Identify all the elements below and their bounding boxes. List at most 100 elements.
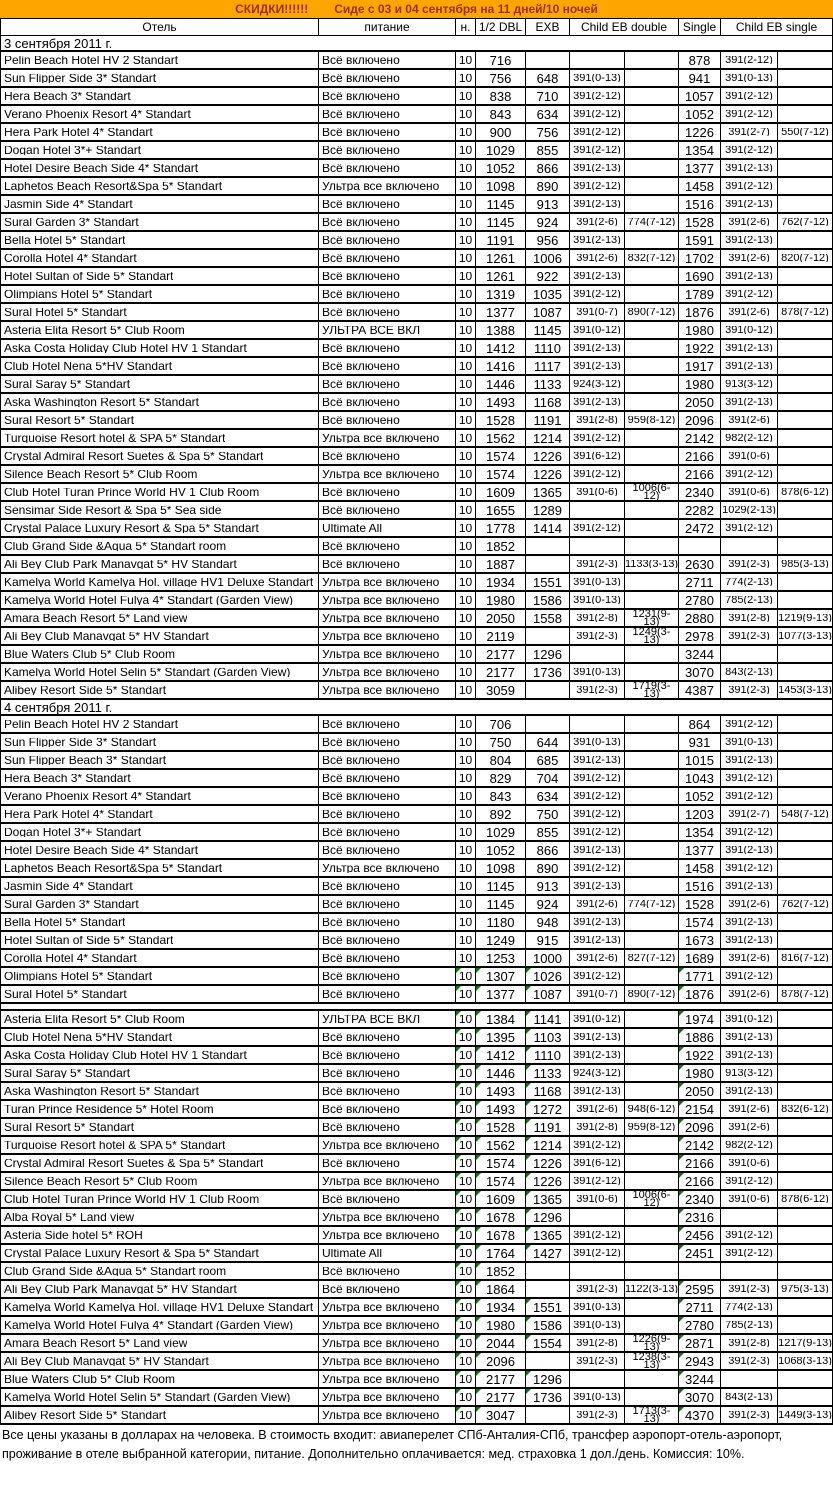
cell-meal[interactable]: Ультра все включено	[319, 1299, 456, 1315]
cell-hotel[interactable]: Sural Saray 5* Standart	[1, 376, 319, 392]
cell-child-eb-single-a[interactable]: 391(2-6)	[721, 896, 778, 912]
cell-child-eb-double-a[interactable]	[570, 716, 625, 732]
cell-exb[interactable]: 866	[526, 842, 570, 858]
cell-child-eb-single-a[interactable]: 391(2-3)	[721, 1353, 778, 1369]
cell-child-eb-double-b[interactable]	[625, 52, 679, 68]
cell-child-eb-single-a[interactable]: 391(2-13)	[721, 232, 778, 248]
cell-half-dbl[interactable]: 2119	[476, 628, 526, 644]
cell-child-eb-double-a[interactable]: 391(0-13)	[570, 592, 625, 608]
cell-nights[interactable]: 10	[456, 752, 476, 768]
cell-child-eb-double-b[interactable]	[625, 322, 679, 338]
cell-child-eb-double-b[interactable]: 1249(3-13)	[625, 628, 679, 644]
cell-child-eb-single-a[interactable]: 391(2-3)	[721, 682, 778, 698]
cell-half-dbl[interactable]: 1980	[476, 592, 526, 608]
cell-child-eb-double-a[interactable]: 391(2-6)	[570, 250, 625, 266]
cell-child-eb-double-b[interactable]	[625, 1227, 679, 1243]
cell-hotel[interactable]: Aska Costa Holiday Club Hotel HV 1 Stand…	[1, 340, 319, 356]
cell-meal[interactable]: Всё включено	[319, 1101, 456, 1117]
cell-exb[interactable]: 1110	[526, 340, 570, 356]
cell-meal[interactable]: Ультра все включено	[319, 1317, 456, 1333]
cell-child-eb-double-b[interactable]	[625, 502, 679, 518]
cell-child-eb-single-b[interactable]: 548(7-12)	[781, 810, 829, 818]
cell-hotel[interactable]: Hera Beach 3* Standart	[1, 88, 319, 104]
cell-half-dbl[interactable]: 1778	[476, 520, 526, 536]
cell-hotel[interactable]: Ali Bey Club Park Manavgat 5* HV Standar…	[1, 1281, 319, 1297]
cell-single[interactable]: 931	[679, 734, 721, 750]
cell-child-eb-single-a[interactable]: 982(2-12)	[721, 430, 778, 446]
cell-child-eb-double-b[interactable]	[625, 1155, 679, 1171]
cell-single[interactable]: 2780	[679, 592, 721, 608]
cell-single[interactable]: 2630	[679, 556, 721, 572]
cell-child-eb-single-a[interactable]: 391(2-12)	[721, 716, 778, 732]
cell-child-eb-double-b[interactable]	[625, 1065, 679, 1081]
cell-half-dbl[interactable]: 1180	[476, 914, 526, 930]
cell-exb[interactable]: 1365	[526, 1227, 570, 1243]
cell-child-eb-single-b[interactable]	[778, 88, 832, 104]
cell-hotel[interactable]: Alibey Resort Side 5* Standart	[1, 1407, 319, 1423]
cell-single[interactable]: 1203	[679, 806, 721, 822]
cell-meal[interactable]: Всё включено	[319, 950, 456, 966]
cell-child-eb-single-b[interactable]: 878(7-12)	[781, 990, 829, 998]
cell-meal[interactable]: Всё включено	[319, 734, 456, 750]
cell-exb[interactable]	[526, 628, 570, 644]
cell-hotel[interactable]: Sural Resort 5* Standart	[1, 1119, 319, 1135]
cell-single[interactable]: 2456	[679, 1227, 721, 1243]
cell-child-eb-single-b[interactable]	[778, 106, 832, 122]
cell-child-eb-single-a[interactable]: 391(2-12)	[721, 1173, 778, 1189]
cell-child-eb-single-a[interactable]: 391(2-12)	[721, 1227, 778, 1243]
cell-single[interactable]: 2154	[679, 1101, 721, 1117]
cell-hotel[interactable]: Kamelya World Hotel Selin 5* Standart (G…	[1, 664, 319, 680]
cell-child-eb-single-b[interactable]	[778, 1317, 832, 1333]
cell-half-dbl[interactable]: 1145	[476, 214, 526, 230]
cell-child-eb-single-b[interactable]: 1217(9-13)	[778, 1339, 832, 1347]
cell-single[interactable]: 1528	[679, 214, 721, 230]
cell-child-eb-single-a[interactable]	[721, 1263, 778, 1279]
cell-nights[interactable]: 10	[456, 412, 476, 428]
cell-child-eb-single-a[interactable]: 391(0-13)	[721, 70, 778, 86]
cell-meal[interactable]: Ультра все включено	[319, 430, 456, 446]
cell-child-eb-double-a[interactable]: 391(2-12)	[570, 286, 625, 302]
cell-hotel[interactable]: Kamelya World Hotel Fulya 4* Standart (G…	[1, 1317, 319, 1333]
cell-half-dbl[interactable]: 3047	[476, 1407, 526, 1423]
cell-meal[interactable]: Всё включено	[319, 142, 456, 158]
cell-child-eb-double-a[interactable]: 391(2-12)	[570, 968, 625, 984]
cell-child-eb-single-b[interactable]	[778, 860, 832, 876]
cell-child-eb-single-a[interactable]: 982(2-12)	[721, 1137, 778, 1153]
cell-child-eb-double-b[interactable]	[625, 376, 679, 392]
cell-single[interactable]: 1974	[679, 1011, 721, 1027]
cell-meal[interactable]: Всё включено	[319, 502, 456, 518]
cell-exb[interactable]: 1365	[526, 1191, 570, 1207]
cell-nights[interactable]: 10	[456, 304, 476, 320]
cell-half-dbl[interactable]: 804	[476, 752, 526, 768]
cell-exb[interactable]	[526, 1353, 570, 1369]
cell-exb[interactable]: 855	[526, 142, 570, 158]
cell-child-eb-double-b[interactable]	[625, 592, 679, 608]
cell-child-eb-double-b[interactable]	[625, 358, 679, 374]
cell-half-dbl[interactable]: 1029	[476, 824, 526, 840]
cell-nights[interactable]: 10	[456, 1263, 476, 1279]
cell-child-eb-double-a[interactable]: 391(2-12)	[570, 1227, 625, 1243]
cell-child-eb-double-b[interactable]: 1226(9-13)	[625, 1335, 679, 1351]
cell-single[interactable]: 2880	[679, 610, 721, 626]
cell-child-eb-double-a[interactable]: 391(0-13)	[570, 1389, 625, 1405]
cell-meal[interactable]: Всё включено	[319, 376, 456, 392]
cell-child-eb-single-a[interactable]: 391(2-13)	[721, 358, 778, 374]
cell-hotel[interactable]: Bella Hotel 5* Standart	[1, 914, 319, 930]
cell-child-eb-single-b[interactable]: 762(7-12)	[781, 900, 829, 908]
cell-single[interactable]: 1226	[679, 124, 721, 140]
cell-half-dbl[interactable]: 1528	[476, 412, 526, 428]
cell-child-eb-double-a[interactable]: 391(0-12)	[570, 322, 625, 338]
cell-child-eb-double-a[interactable]: 391(0-13)	[570, 734, 625, 750]
cell-child-eb-single-a[interactable]: 391(2-6)	[721, 412, 778, 428]
cell-child-eb-single-a[interactable]	[721, 1209, 778, 1225]
cell-child-eb-single-b[interactable]	[778, 448, 832, 464]
cell-nights[interactable]: 10	[456, 484, 476, 500]
cell-meal[interactable]: Всё включено	[319, 1191, 456, 1207]
cell-half-dbl[interactable]: 1887	[476, 556, 526, 572]
cell-half-dbl[interactable]: 1446	[476, 376, 526, 392]
cell-child-eb-single-b[interactable]: 820(7-12)	[781, 254, 829, 262]
cell-child-eb-double-a[interactable]: 391(2-13)	[570, 268, 625, 284]
cell-exb[interactable]	[526, 1281, 570, 1297]
cell-child-eb-double-a[interactable]: 391(2-3)	[570, 682, 625, 698]
cell-child-eb-single-b[interactable]	[778, 1245, 832, 1261]
